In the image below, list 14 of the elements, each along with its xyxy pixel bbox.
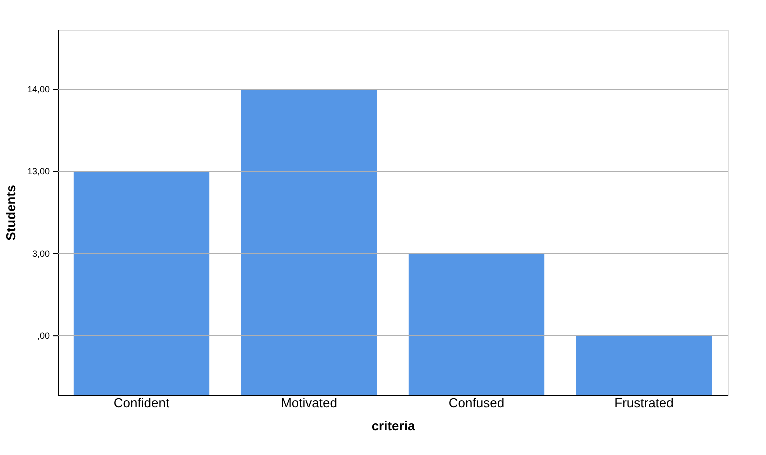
- text: ,00: [37, 331, 50, 342]
- x-tick-label: Confused: [448, 396, 505, 410]
- bar: [241, 90, 378, 395]
- x-tick-label: Confident: [114, 396, 170, 410]
- text: 14,00: [27, 84, 50, 95]
- text: 3,00: [32, 248, 50, 259]
- bar: [408, 254, 545, 395]
- y-axis-title: Students: [4, 185, 18, 241]
- x-tick-label: Motivated: [281, 396, 338, 410]
- text: 13,00: [27, 166, 50, 177]
- bar: [576, 336, 712, 395]
- bar: [74, 172, 210, 395]
- x-axis-title: criteria: [372, 418, 416, 434]
- x-tick-label: Frustrated: [614, 396, 674, 410]
